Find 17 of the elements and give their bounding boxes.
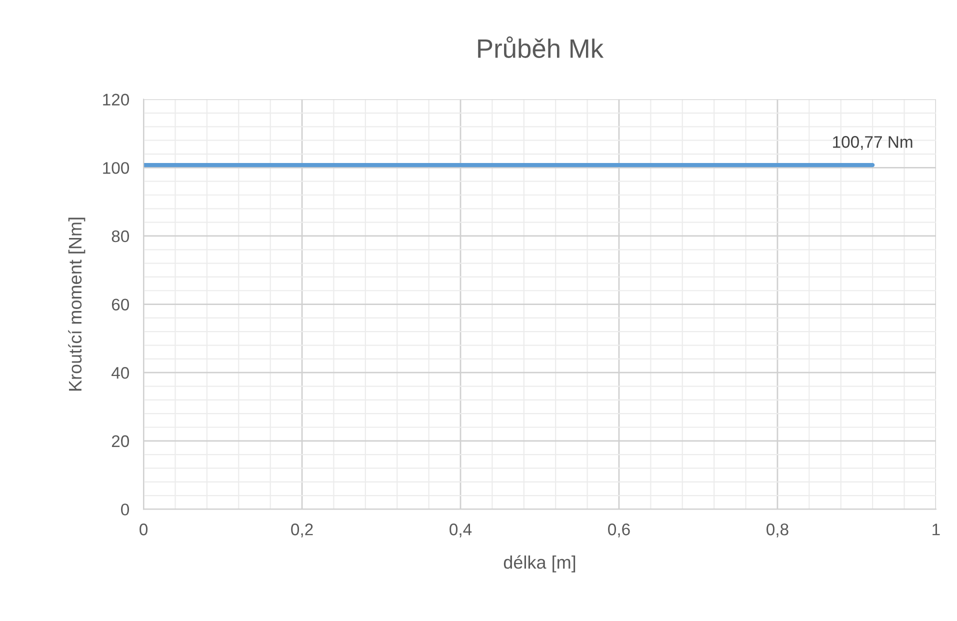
x-tick-label: 0 xyxy=(140,524,148,536)
y-tick-label: 40 xyxy=(112,367,130,379)
x-tick-label: 1 xyxy=(932,524,940,536)
y-tick-label: 60 xyxy=(112,298,130,310)
x-tick-label: 0,6 xyxy=(608,524,630,538)
y-tick-label: 20 xyxy=(112,435,130,448)
x-axis-title: délka [m] xyxy=(504,555,576,572)
y-tick-label: 120 xyxy=(103,94,130,106)
y-tick-label: 0 xyxy=(121,504,130,516)
x-tick-label: 0,8 xyxy=(766,524,788,538)
x-tick-label: 0,2 xyxy=(291,524,313,538)
x-tick-label: 0,4 xyxy=(450,524,472,538)
chart-title: Průběh Mk xyxy=(478,36,604,58)
y-tick-label: 80 xyxy=(112,230,130,242)
y-axis-title: Kroutící moment [Nm] xyxy=(68,218,86,391)
y-tick-label: 100 xyxy=(103,162,130,174)
annotation: 100,77 Nm xyxy=(833,136,912,150)
